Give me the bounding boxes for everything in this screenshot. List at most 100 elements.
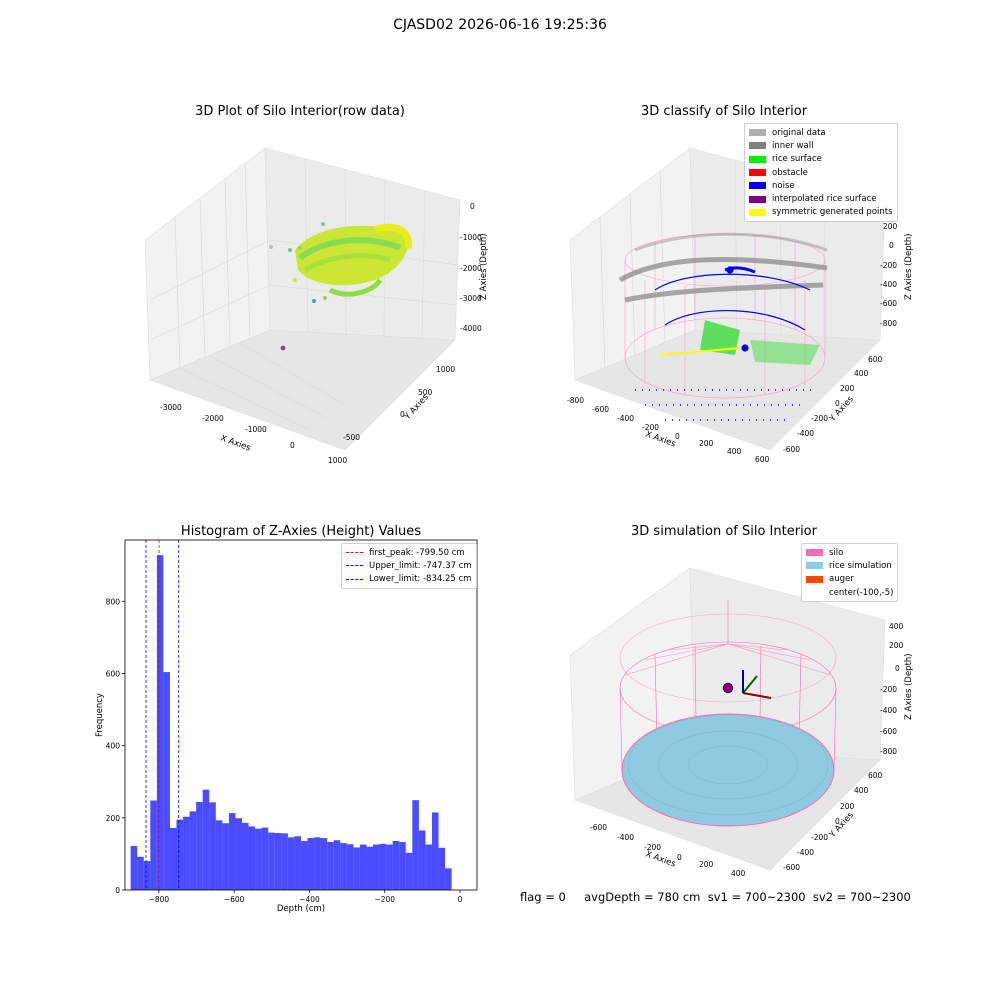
x-ticks: −800 −600 −400 −200 0	[149, 890, 463, 904]
tick: -2000	[460, 264, 482, 273]
tick: 0	[400, 410, 405, 419]
legend-label: center(-100,-5)	[829, 587, 894, 598]
tick: 0	[470, 202, 475, 211]
tick: -600	[880, 727, 897, 736]
histogram-bar	[196, 801, 203, 890]
tick: 0	[835, 399, 840, 408]
tick: -600	[590, 823, 607, 832]
legend-label: obstacle	[772, 167, 808, 178]
y-tick-label: 800	[106, 597, 121, 606]
tick: -800	[880, 747, 897, 756]
legend-label: noise	[772, 180, 795, 191]
x-axis-label: X Axies	[219, 433, 252, 453]
y-axis-label: Frequency	[95, 693, 105, 737]
classify-x-ticks: -800 -600 -400 -200 0 200 400 600	[567, 396, 770, 464]
raw-3d-plot[interactable]: -3000 -2000 -1000 0 1000 -500 0 500 1000…	[140, 140, 500, 470]
classify-legend: original data inner wall rice surface ob…	[744, 123, 898, 223]
histogram-bar	[274, 832, 282, 890]
classify-plot-title: 3D classify of Silo Interior	[640, 104, 808, 119]
legend-swatch	[749, 195, 766, 203]
histogram-bar	[405, 852, 413, 890]
tick: 200	[840, 802, 855, 811]
histogram-bar	[150, 800, 157, 890]
histogram-bar	[379, 843, 387, 890]
histogram-bar	[242, 822, 249, 890]
histogram-bar	[373, 844, 380, 890]
histogram-bar	[366, 846, 374, 890]
legend-entry: obstacle	[749, 166, 893, 179]
tick: -600	[783, 863, 800, 872]
tick: -400	[880, 280, 897, 289]
histogram-bar	[137, 856, 144, 890]
legend-swatch	[749, 182, 766, 190]
simulation-3d-plot[interactable]: -600 -400 -200 0 200 400 -600 -400 -200 …	[565, 560, 925, 890]
tick: -2000	[202, 414, 224, 423]
histogram-bar	[294, 836, 301, 890]
legend-swatch	[749, 129, 766, 137]
legend-swatch	[749, 208, 766, 216]
histogram-bar	[307, 838, 315, 890]
z-axis-label: Z Axies (Depth)	[904, 233, 914, 300]
y-axis-label: Y Axies	[402, 392, 431, 423]
histogram-bar	[340, 843, 347, 890]
histogram-bar	[176, 819, 184, 890]
histogram-bars	[130, 555, 452, 890]
legend-entry: symmetric generated points	[749, 206, 893, 219]
legend-label: symmetric generated points	[772, 207, 893, 218]
histogram-bar	[228, 813, 236, 890]
tick: 400	[889, 622, 904, 631]
x-tick-label: −400	[299, 895, 320, 904]
tick: -200	[811, 833, 828, 842]
tick: 200	[699, 860, 714, 869]
raw-plot-title: 3D Plot of Silo Interior(row data)	[195, 104, 405, 119]
tick: -200	[642, 423, 659, 432]
histogram-bar	[235, 818, 243, 890]
histogram-bar	[130, 845, 138, 890]
raw-x-ticks: -3000 -2000 -1000 0 1000	[160, 403, 347, 465]
histogram-bar	[320, 838, 328, 890]
histogram-bar	[412, 800, 419, 890]
tick: 400	[731, 869, 746, 878]
x-axis-label: X Axies	[644, 849, 677, 869]
y-tick-label: 400	[106, 742, 121, 751]
legend-label: Upper_limit: -747.37 cm	[369, 560, 472, 571]
histogram-bar	[281, 833, 288, 890]
classify-3d-plot[interactable]: -800 -600 -400 -200 0 200 400 600 -600 -…	[565, 140, 925, 470]
simulation-z-ticks: 400 200 0 -200 -400 -600 -800	[880, 622, 904, 756]
legend-label: rice simulation	[829, 560, 892, 571]
tick: -1000	[460, 233, 482, 242]
rice-simulation-surface	[621, 713, 835, 827]
histogram-bar	[202, 789, 210, 890]
legend-swatch	[806, 549, 823, 557]
pane-floor	[574, 329, 881, 451]
tick: -600	[783, 445, 800, 454]
histogram-bar	[333, 840, 341, 890]
histogram-bar	[314, 837, 321, 890]
raw-y-ticks: -500 0 500 1000	[343, 365, 455, 442]
tick: 500	[418, 388, 433, 397]
classify-y-ticks: -600 -400 -200 0 200 400 600	[783, 355, 883, 454]
z-axis-label: Z Axies (Depth)	[479, 233, 489, 300]
tick: -4000	[460, 324, 482, 333]
tick: 1000	[328, 456, 347, 465]
histogram-bar	[261, 827, 269, 890]
legend-entry: first_peak: -799.50 cm	[346, 546, 472, 559]
legend-label: rice surface	[772, 154, 822, 165]
legend-line	[346, 565, 363, 567]
tick: -400	[617, 414, 634, 423]
histogram-chart[interactable]: −800 −600 −400 −200 0 0 200 400 600 800 Depth (c…	[0, 530, 500, 920]
tick: -800	[880, 319, 897, 328]
histogram-bar	[399, 842, 406, 890]
y-tick-label: 200	[106, 814, 121, 823]
legend-entry: center(-100,-5)	[806, 586, 893, 599]
simulation-y-ticks: -600 -400 -200 0 200 400 600	[783, 771, 883, 872]
tick: -400	[797, 848, 814, 857]
histogram-bar	[359, 844, 367, 890]
x-tick-label: −800	[149, 895, 170, 904]
simulation-plot-title: 3D simulation of Silo Interior	[631, 524, 817, 539]
histogram-bar	[386, 844, 393, 890]
classify-noise	[635, 266, 815, 421]
tick: 400	[854, 369, 869, 378]
classify-symmetric-points	[659, 347, 741, 356]
tick: -800	[567, 396, 584, 405]
